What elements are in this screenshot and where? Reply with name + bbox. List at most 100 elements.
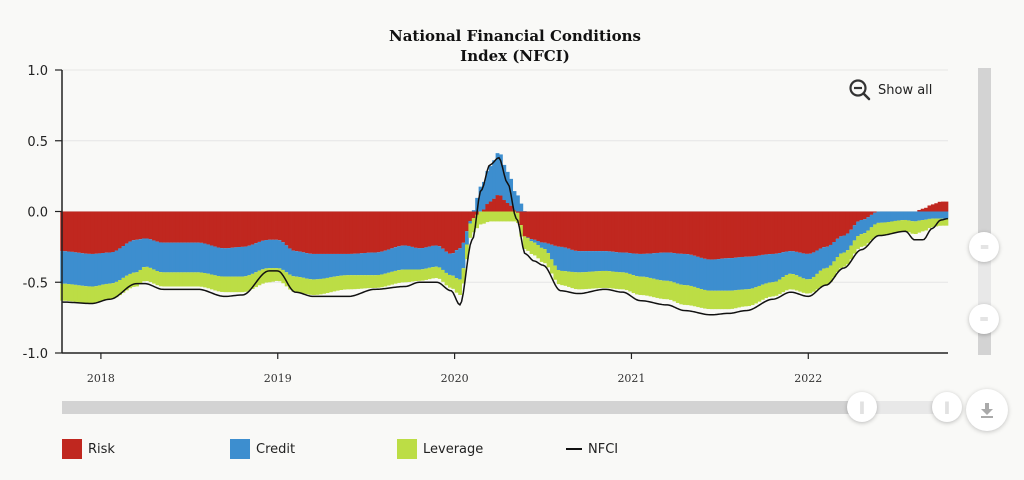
bar-leverage [148,267,153,283]
bar-risk [754,211,758,256]
bar-risk [862,211,867,220]
legend-item-credit[interactable]: Credit [230,438,295,460]
download-button[interactable] [966,389,1008,431]
bar-credit [543,242,548,250]
bar-credit [424,247,428,269]
vertical-navigator-selection[interactable] [978,245,991,318]
bar-leverage [485,211,490,223]
bar-risk [805,211,809,254]
bar-leverage [362,275,367,289]
bar-risk [118,211,122,249]
bar-credit [601,251,605,271]
bar-risk [335,211,340,254]
bar-leverage [896,220,901,233]
bar-credit [155,241,160,272]
bar-leverage [835,257,840,272]
bar-credit [216,247,221,276]
bar-credit [638,253,643,277]
chart-title-line-2: Index (NFCI) [460,47,570,65]
bar-credit [67,251,71,285]
horizontal-navigator-track[interactable] [62,401,948,414]
bar-leverage [550,259,554,274]
bar-credit [805,253,809,280]
bar-credit [499,154,503,196]
bar-leverage [366,275,371,289]
bar-credit [811,252,816,277]
bar-leverage [934,218,939,227]
bar-leverage [342,275,347,290]
bar-leverage [413,269,418,282]
bar-credit [781,252,786,278]
bar-credit [539,242,544,248]
bar-leverage [740,289,745,307]
bar-leverage [73,284,78,302]
bar-credit [247,245,252,276]
bar-leverage [230,276,235,293]
bar-risk [410,211,415,247]
bar-credit [359,253,364,276]
bar-credit [393,247,398,271]
legend-item-nfci[interactable]: NFCI [566,438,618,460]
bar-credit [757,255,762,286]
bar-leverage [420,269,425,281]
bar-leverage [243,276,248,292]
bar-leverage [689,285,694,306]
bar-risk [794,211,799,252]
bar-leverage [291,276,296,292]
bar-risk [141,211,146,239]
bar-leverage [771,282,775,297]
bar-leverage [709,290,714,310]
vertical-navigator-handle-top[interactable]: ═ [969,232,999,262]
bar-risk [386,211,391,250]
bar-leverage [318,278,323,295]
bar-risk [618,211,622,253]
bar-risk [631,211,636,254]
bar-leverage [213,275,218,291]
bar-credit [703,258,707,290]
bar-credit [274,239,279,269]
horizontal-navigator-handle-right[interactable]: ‖ [932,392,962,422]
bar-leverage [254,272,258,288]
bar-credit [842,235,847,253]
bar-risk [407,211,411,246]
bar-leverage [543,249,548,264]
bar-credit [529,239,534,242]
bar-credit [390,248,394,272]
bar-risk [196,211,201,243]
show-all-button[interactable]: Show all [848,78,932,102]
legend-item-risk[interactable]: Risk [62,438,115,460]
bar-leverage [628,273,633,292]
bar-credit [747,256,752,290]
bar-risk [937,201,942,212]
bar-risk [730,211,735,259]
legend-swatch-risk [62,439,82,459]
vertical-navigator-track[interactable] [978,68,991,355]
bar-risk [696,211,701,257]
horizontal-navigator-handle-left[interactable]: ‖ [847,392,877,422]
bar-leverage [859,234,864,247]
bar-leverage [471,218,476,233]
bar-credit [257,241,262,271]
horizontal-navigator-selection[interactable] [862,401,948,414]
bar-credit [209,245,214,275]
bar-risk [669,211,673,253]
bar-credit [607,251,612,272]
bar-risk [771,211,775,254]
legend-item-leverage[interactable]: Leverage [397,438,483,460]
bar-risk [777,211,782,254]
bar-credit [345,253,350,276]
bar-leverage [665,280,670,300]
bar-credit [311,253,316,280]
bar-risk [162,211,167,243]
show-all-label: Show all [878,82,933,98]
bar-credit [298,251,303,278]
x-tick-label: 2019 [264,372,292,385]
bar-risk [189,211,194,243]
bar-credit [859,219,864,235]
bar-credit [148,239,153,268]
vertical-navigator-handle-bottom[interactable]: ═ [969,304,999,334]
bar-leverage [277,268,282,282]
bar-leverage [424,268,428,280]
bar-leverage [502,211,507,222]
bar-leverage [325,277,330,293]
